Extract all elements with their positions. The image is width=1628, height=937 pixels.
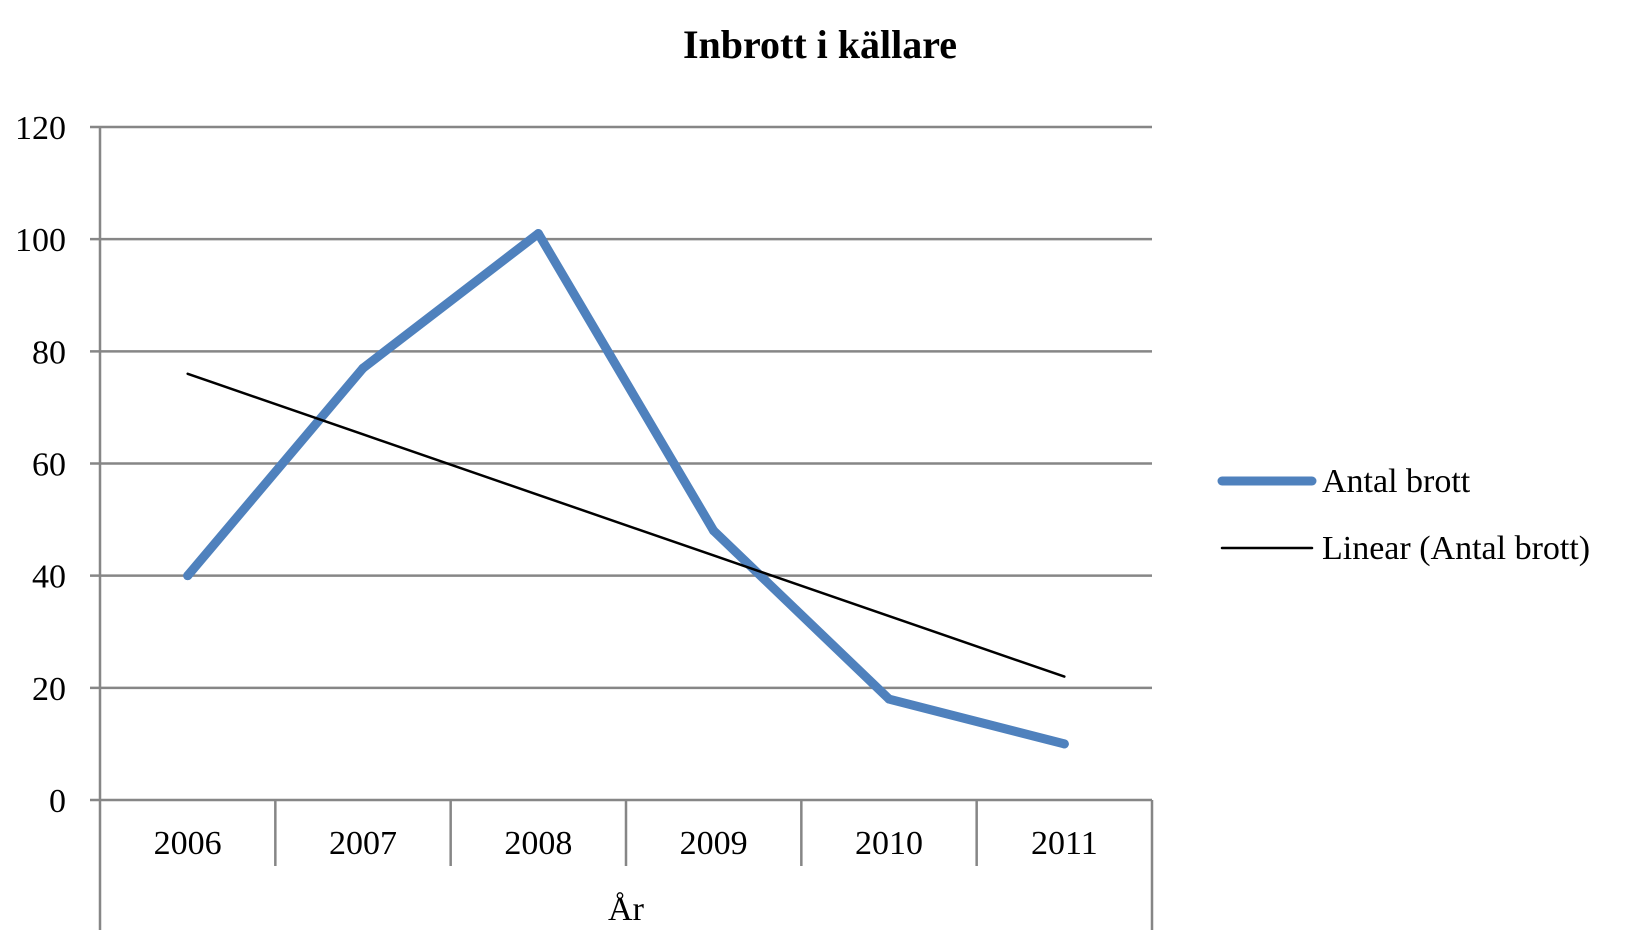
legend-label: Linear (Antal brott) [1322, 530, 1590, 567]
x-tick-label: 2007 [329, 825, 397, 862]
y-tick-label: 0 [49, 783, 66, 820]
y-tick-label: 100 [15, 222, 66, 259]
legend-label: Antal brott [1322, 463, 1471, 500]
y-axis-ticks: 0 20 40 60 80 100 120 [15, 110, 66, 820]
trendline-series-line [186, 372, 1066, 678]
data-point [358, 363, 368, 373]
data-point [709, 526, 719, 536]
y-tick-label: 20 [32, 671, 66, 708]
chart-title: Inbrott i källare [683, 22, 957, 67]
x-tick-label: 2011 [1031, 825, 1098, 862]
x-tick-label: 2008 [504, 825, 572, 862]
x-tick-label: 2006 [154, 825, 222, 862]
x-axis-title: År [608, 891, 645, 928]
axes [98, 127, 1154, 930]
series-line-0 [183, 229, 1069, 749]
data-point [884, 694, 894, 704]
x-tick-label: 2010 [855, 825, 923, 862]
series-group [183, 229, 1069, 749]
x-tick-label: 2009 [680, 825, 748, 862]
data-point [533, 229, 543, 239]
y-tick-label: 80 [32, 334, 66, 371]
y-tick-label: 120 [15, 110, 66, 147]
legend: Antal brott Linear (Antal brott) [1217, 463, 1590, 567]
gridlines [90, 125, 1152, 802]
y-tick-label: 40 [32, 559, 66, 596]
data-point [183, 571, 193, 581]
data-point [1059, 739, 1069, 749]
x-axis-ticks: 2006 2007 2008 2009 2010 2011 [154, 800, 1098, 866]
y-tick-label: 60 [32, 447, 66, 484]
